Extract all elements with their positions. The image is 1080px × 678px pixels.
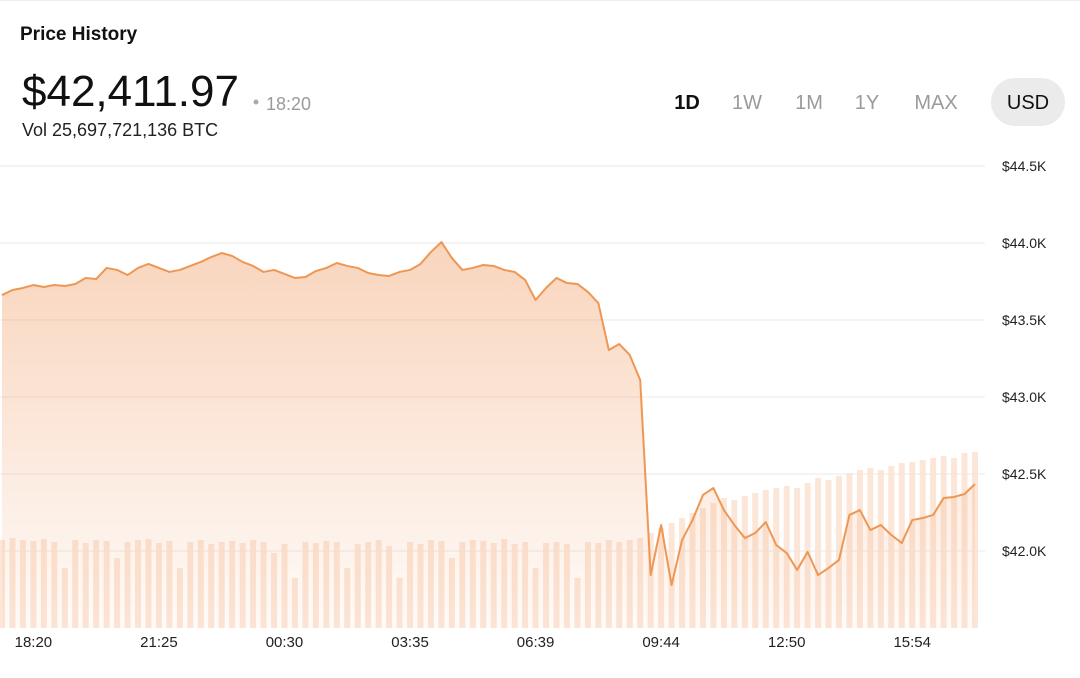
chart: $42.0K $42.5K $43.0K $43.5K $44.0K $44.5K 18:2…: [0, 158, 1047, 651]
x-tick-label: 21:25: [140, 634, 178, 651]
x-tick-label: 00:30: [266, 634, 304, 651]
y-tick-label: $42.0K: [1002, 543, 1047, 559]
volume-bar: [794, 488, 801, 628]
range-selector: 1D 1W 1M 1Y MAX: [674, 92, 957, 114]
volume-bar: [815, 478, 822, 628]
currency-button[interactable]: [991, 78, 1065, 126]
x-tick-label: 18:20: [15, 634, 53, 651]
current-price: $42,411.97: [22, 67, 239, 116]
range-button[interactable]: 1D: [674, 92, 700, 114]
range-button[interactable]: 1Y: [855, 92, 879, 114]
x-tick-label: 15:54: [893, 634, 931, 651]
x-tick-label: 09:44: [642, 634, 680, 651]
volume-bar: [835, 476, 842, 628]
separator-dot: [253, 99, 259, 105]
x-tick-label: 03:35: [391, 634, 429, 651]
price-time: 18:20: [266, 94, 311, 114]
y-tick-label: $43.5K: [1002, 312, 1047, 328]
volume-bar: [825, 480, 832, 628]
volume-bar: [668, 523, 675, 628]
y-tick-label: $43.0K: [1002, 389, 1047, 405]
currency-label[interactable]: USD: [1007, 92, 1049, 114]
y-tick-label: $42.5K: [1002, 466, 1047, 482]
widget-title: Price History: [20, 24, 138, 45]
y-tick-label: $44.0K: [1002, 235, 1047, 251]
range-button[interactable]: 1W: [732, 92, 762, 114]
range-button[interactable]: MAX: [914, 92, 957, 114]
volume-text: Vol 25,697,721,136 BTC: [22, 120, 218, 140]
price-area: [2, 242, 975, 628]
x-tick-label: 12:50: [768, 634, 806, 651]
x-tick-label: 06:39: [517, 634, 555, 651]
y-tick-label: $44.5K: [1002, 158, 1047, 174]
price-line: [1, 241, 976, 587]
range-button[interactable]: 1M: [795, 92, 823, 114]
